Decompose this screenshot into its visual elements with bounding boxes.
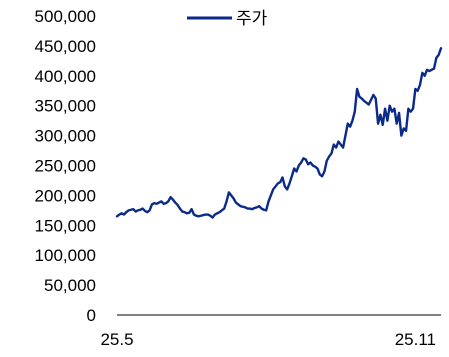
- y-tick-label: 150,000: [35, 216, 96, 235]
- y-tick-label: 500,000: [35, 7, 96, 26]
- y-axis-tick-labels: 0 50,000 100,000 150,000 200,000 250,000 300,0…: [35, 7, 96, 325]
- x-axis-tick-labels: 25.5 25.11: [100, 330, 436, 349]
- y-tick-label: 200,000: [35, 186, 96, 205]
- y-tick-label: 0: [87, 306, 96, 325]
- x-tick-label: 25.11: [395, 330, 436, 349]
- y-tick-label: 250,000: [35, 157, 96, 176]
- series-line-stock-price: [115, 47, 443, 219]
- y-tick-label: 100,000: [35, 246, 96, 265]
- legend-label: 주가: [236, 9, 268, 28]
- x-tick-label: 25.5: [100, 330, 133, 349]
- y-tick-label: 300,000: [35, 127, 96, 146]
- y-tick-label: 450,000: [35, 37, 96, 56]
- legend: 주가: [187, 9, 268, 28]
- y-tick-label: 400,000: [35, 67, 96, 86]
- y-tick-label: 50,000: [44, 276, 96, 295]
- y-tick-label: 350,000: [35, 97, 96, 116]
